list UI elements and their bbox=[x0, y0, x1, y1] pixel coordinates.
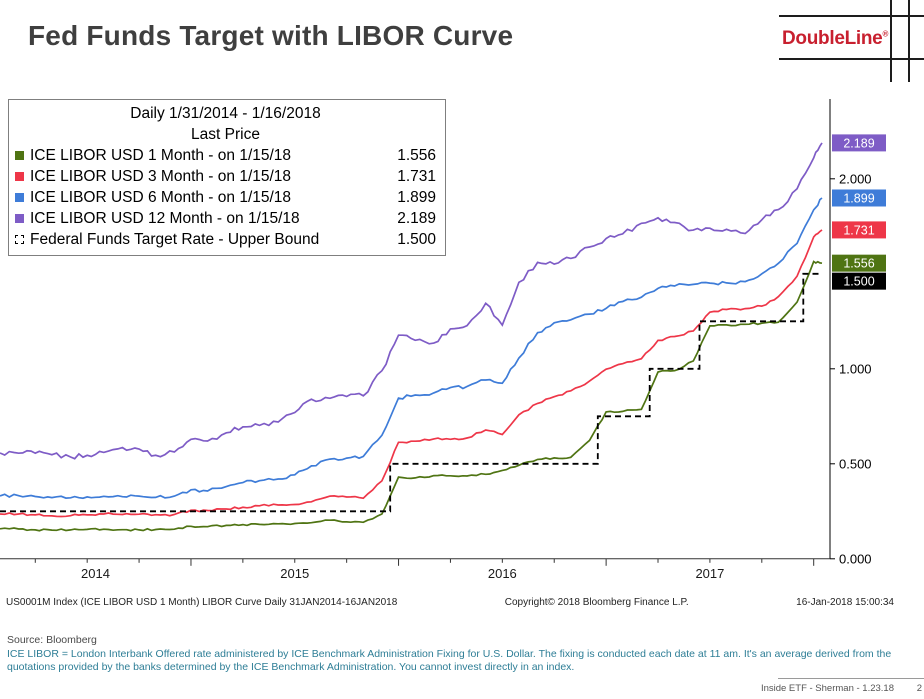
legend-item-label: Federal Funds Target Rate - Upper Bound bbox=[30, 231, 320, 248]
logo-crosshair-line bbox=[908, 0, 910, 82]
bloomberg-footer-timestamp: 16-Jan-2018 15:00:34 bbox=[796, 597, 894, 608]
doubleline-wordmark: DoubleLine® bbox=[782, 28, 889, 49]
legend: Daily 1/31/2014 - 1/16/2018 Last Price I… bbox=[8, 99, 446, 256]
series-line-ice-libor-usd-1-month bbox=[0, 260, 823, 532]
legend-item: ICE LIBOR USD 3 Month - on 1/15/18 1.731 bbox=[15, 166, 436, 187]
legend-item: ICE LIBOR USD 12 Month - on 1/15/18 2.189 bbox=[15, 208, 436, 229]
y-axis-label: 0.000 bbox=[839, 551, 872, 566]
series-marker-icon bbox=[15, 151, 24, 160]
legend-item-value: 2.189 bbox=[397, 210, 436, 227]
legend-subtitle: Last Price bbox=[191, 126, 260, 143]
logo-crosshair-line bbox=[779, 15, 924, 17]
legend-item-label: ICE LIBOR USD 1 Month - on 1/15/18 bbox=[30, 147, 292, 164]
bloomberg-footer-copyright: Copyright© 2018 Bloomberg Finance L.P. bbox=[504, 597, 689, 608]
legend-item-value: 1.556 bbox=[397, 147, 436, 164]
last-price-badge-label: 1.731 bbox=[843, 223, 874, 237]
x-axis-year-label: 2014 bbox=[81, 566, 110, 581]
page-number: 2 bbox=[916, 683, 922, 694]
last-price-badge-label: 1.899 bbox=[843, 191, 874, 205]
last-price-badge bbox=[832, 189, 886, 207]
legend-item: ICE LIBOR USD 1 Month - on 1/15/18 1.556 bbox=[15, 145, 436, 166]
logo-crosshair-line bbox=[779, 58, 924, 60]
legend-item-label: ICE LIBOR USD 12 Month - on 1/15/18 bbox=[30, 210, 300, 227]
series-marker-icon bbox=[15, 193, 24, 202]
slide-footer: Inside ETF - Sherman - 1.23.18 bbox=[760, 683, 894, 694]
y-axis-label: 1.000 bbox=[839, 361, 872, 376]
bloomberg-footer: US0001M Index (ICE LIBOR USD 1 Month) LI… bbox=[6, 597, 894, 608]
series-marker-icon bbox=[15, 172, 24, 181]
x-axis-year-label: 2015 bbox=[280, 566, 309, 581]
registered-mark: ® bbox=[882, 29, 889, 39]
last-price-badge bbox=[832, 254, 886, 272]
last-price-badge-label: 1.556 bbox=[843, 257, 874, 271]
logo-crosshair-line bbox=[890, 0, 892, 82]
legend-item-value: 1.731 bbox=[397, 168, 436, 185]
disclaimer-text: ICE LIBOR = London Interbank Offered rat… bbox=[7, 648, 892, 673]
x-axis-year-label: 2017 bbox=[695, 566, 724, 581]
doubleline-logo: DoubleLine® bbox=[777, 0, 924, 82]
last-price-badge-label: 1.500 bbox=[843, 275, 874, 289]
footer-divider bbox=[778, 678, 924, 679]
legend-item-label: ICE LIBOR USD 3 Month - on 1/15/18 bbox=[30, 168, 292, 185]
last-price-badge bbox=[832, 221, 886, 239]
series-line-ice-libor-usd-3-month bbox=[0, 229, 823, 518]
dashed-line-marker-icon bbox=[15, 235, 24, 244]
legend-item-label: ICE LIBOR USD 6 Month - on 1/15/18 bbox=[30, 189, 292, 206]
legend-item-value: 1.500 bbox=[397, 231, 436, 248]
y-axis-label: 0.500 bbox=[839, 456, 872, 471]
y-axis-label: 2.000 bbox=[839, 171, 872, 186]
bloomberg-footer-left: US0001M Index (ICE LIBOR USD 1 Month) LI… bbox=[6, 597, 398, 608]
legend-date-range: Daily 1/31/2014 - 1/16/2018 bbox=[130, 105, 321, 122]
legend-item-value: 1.899 bbox=[397, 189, 436, 206]
series-line-federal-funds-target-rate-upper-bound bbox=[0, 272, 822, 513]
legend-item: Federal Funds Target Rate - Upper Bound 1… bbox=[15, 229, 436, 250]
last-price-badge-label: 2.189 bbox=[843, 136, 874, 150]
source-note: Source: Bloomberg bbox=[7, 634, 97, 646]
legend-item: ICE LIBOR USD 6 Month - on 1/15/18 1.899 bbox=[15, 187, 436, 208]
x-axis-year-label: 2016 bbox=[488, 566, 517, 581]
last-price-badge bbox=[832, 272, 886, 290]
series-marker-icon bbox=[15, 214, 24, 223]
last-price-badge bbox=[832, 134, 886, 152]
series-line-ice-libor-usd-12-month bbox=[0, 142, 823, 460]
libor-chart-region: 2014 2015 2016 2017 2.000 1.000 0.500 0.000 2.18… bbox=[0, 95, 924, 605]
libor-chart: 2014 2015 2016 2017 2.000 1.000 0.500 0.000 2.18… bbox=[0, 99, 886, 581]
series-line-ice-libor-usd-6-month bbox=[0, 197, 823, 500]
page-title: Fed Funds Target with LIBOR Curve bbox=[28, 20, 514, 51]
